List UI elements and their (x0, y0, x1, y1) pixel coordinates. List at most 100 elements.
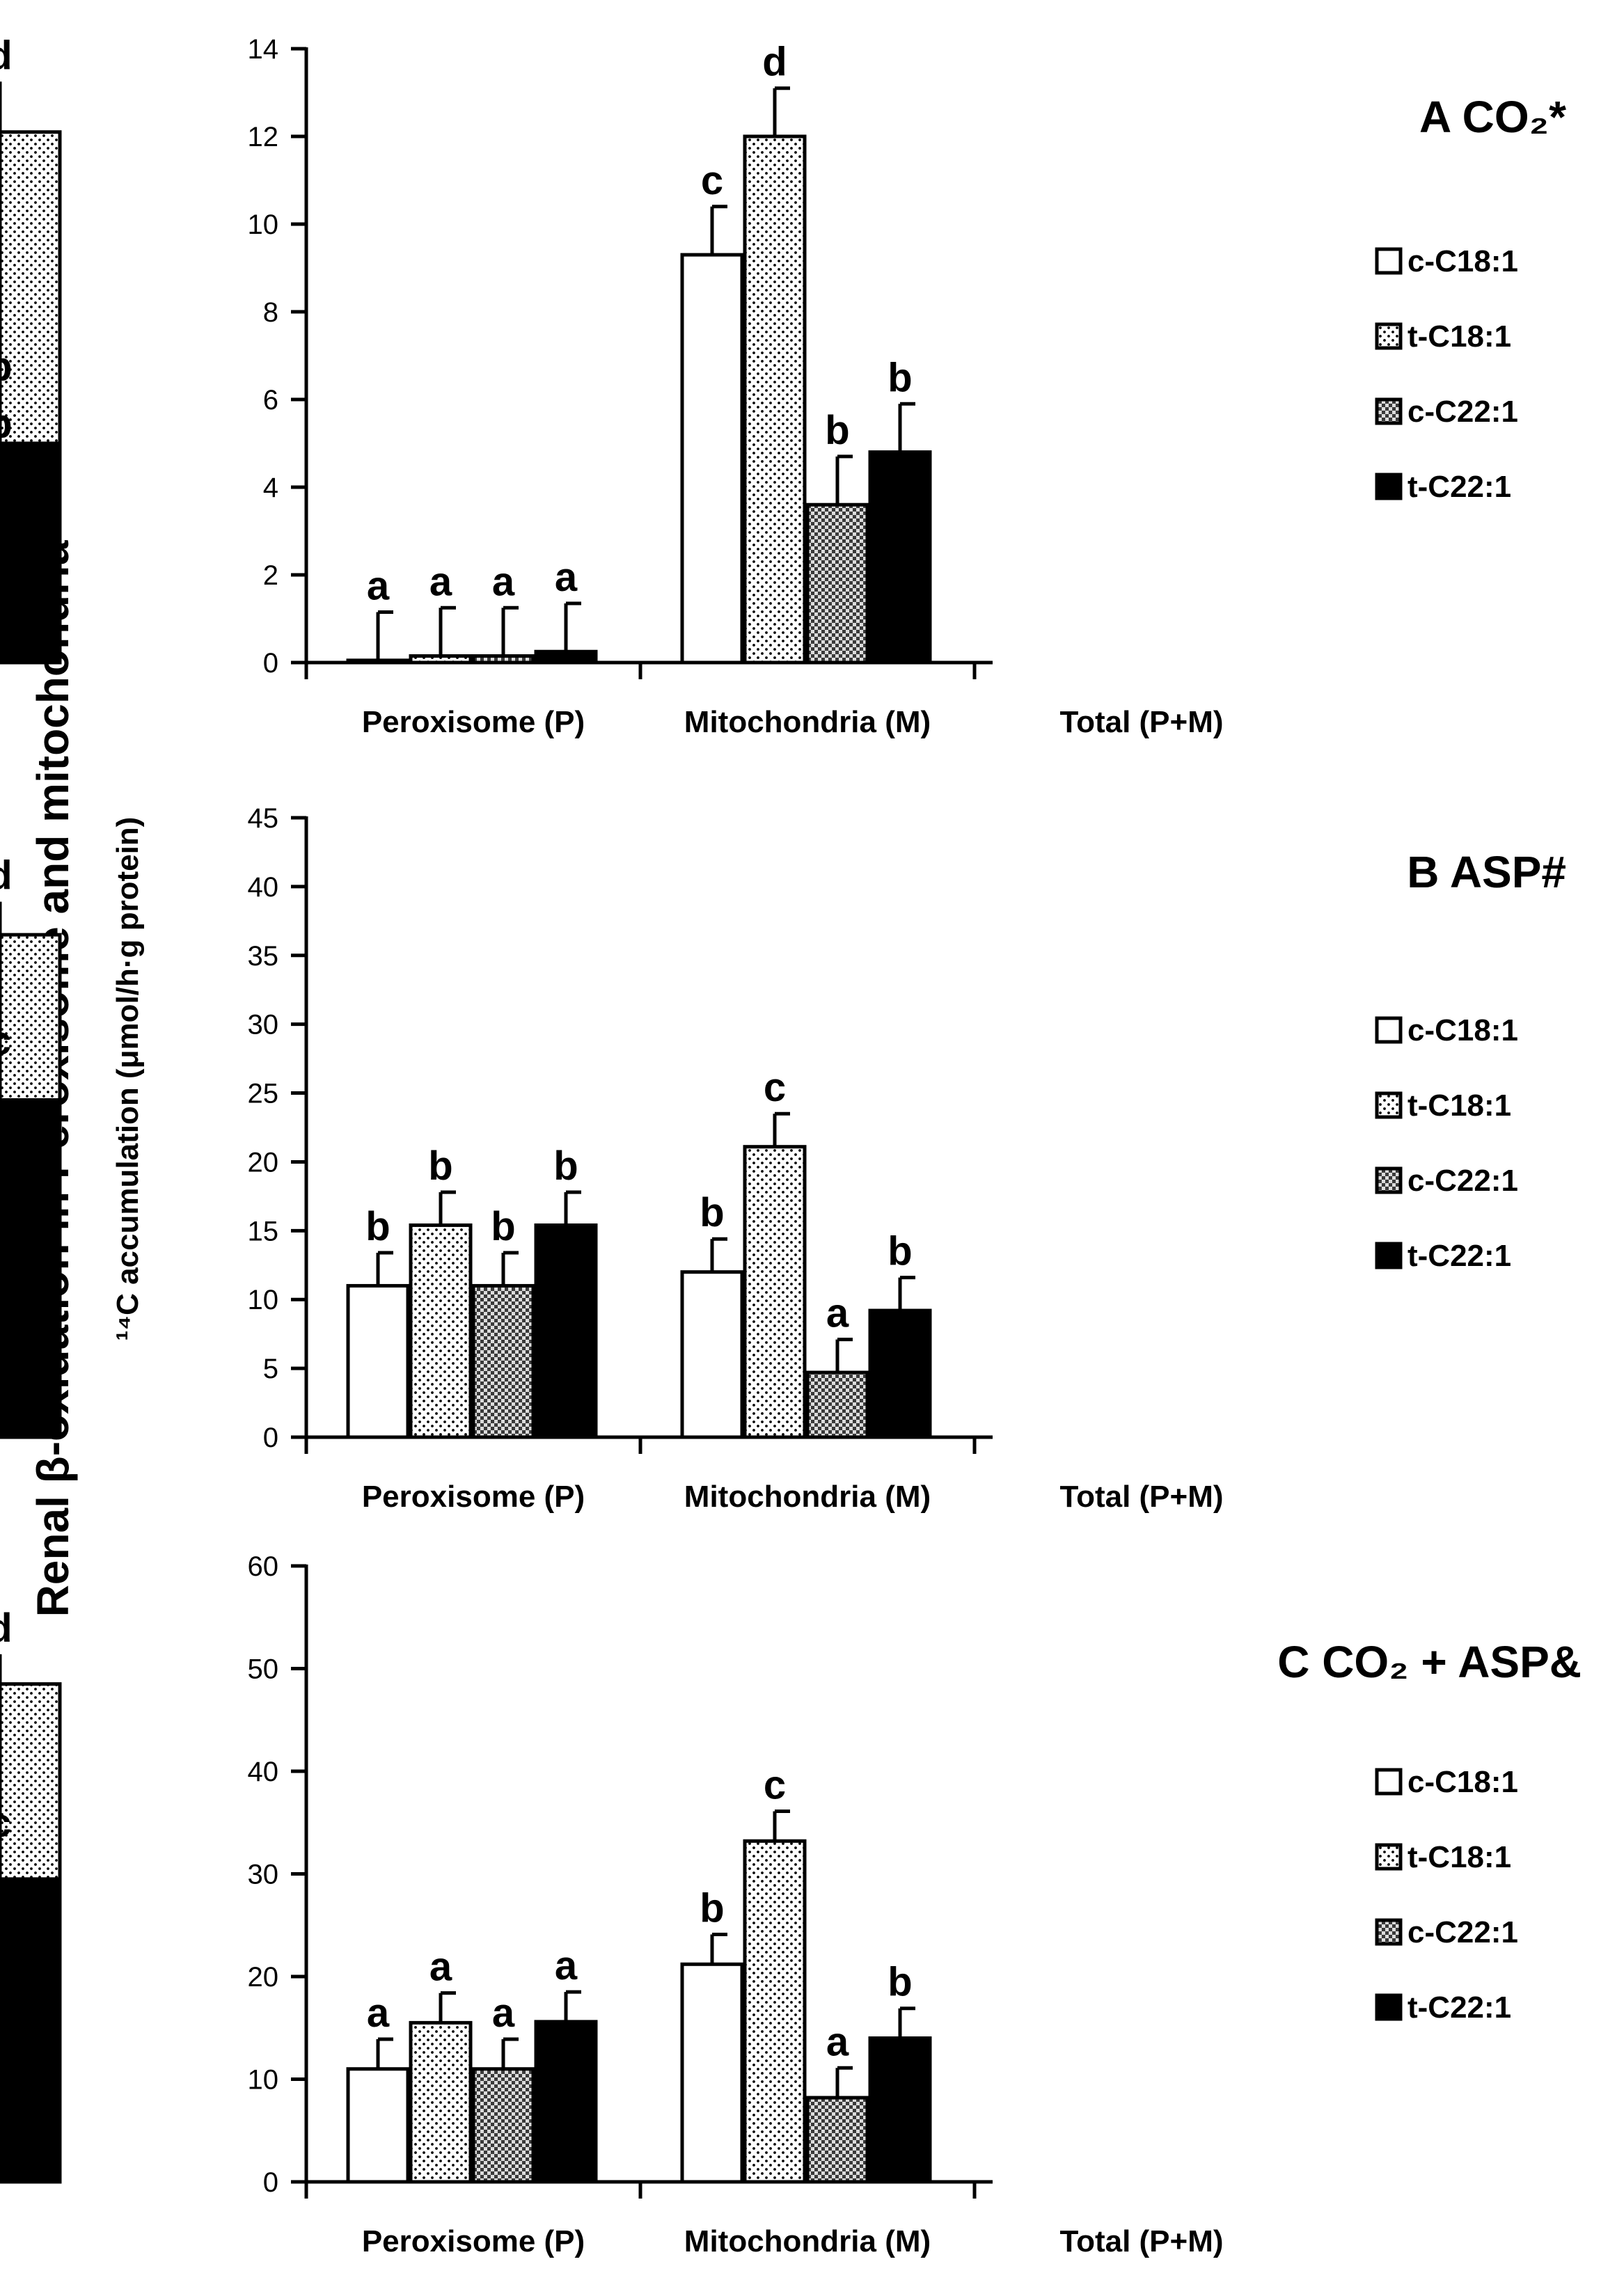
y-tick-label: 0 (263, 648, 278, 679)
bar-t-c22-1-mitochondria-m (868, 2036, 932, 2184)
legend-swatch-t-c18-1 (1375, 1843, 1403, 1871)
y-tick-label: 20 (248, 1147, 279, 1178)
y-tick-label: 60 (248, 1551, 279, 1582)
legend-label-t-c18-1: t-C18:1 (1407, 319, 1511, 354)
y-tick-label: 6 (263, 385, 278, 415)
significance-label: b (700, 1190, 724, 1235)
bar-t-c18-1-peroxisome-p (409, 2020, 473, 2184)
significance-label: b (888, 1229, 912, 1274)
y-tick-label: 0 (263, 1423, 278, 1453)
legend-label-c-c22-1: c-C22:1 (1407, 395, 1518, 429)
legend-label-t-c18-1: t-C18:1 (1407, 1840, 1511, 1874)
legend-swatch-c-c22-1 (1375, 397, 1403, 425)
panel-1: accaddabbabb02468101214Peroxisome (P)Mit… (0, 33, 1566, 739)
panel-title: B ASP# (1407, 847, 1566, 897)
legend-swatch-t-c22-1 (1375, 1242, 1403, 1269)
significance-label: a (492, 1990, 515, 2036)
category-label-mitochondria-m: Mitochondria (M) (684, 2224, 931, 2258)
y-tick-label: 10 (248, 2065, 279, 2096)
legend-label-t-c22-1: t-C22:1 (1407, 1990, 1511, 2025)
y-tick-label: 8 (263, 297, 278, 328)
y-tick-label: 5 (263, 1354, 278, 1384)
legend-swatch-c-c18-1 (1375, 1016, 1403, 1044)
y-tick-label: 30 (248, 1860, 279, 1890)
category-label-mitochondria-m: Mitochondria (M) (684, 705, 931, 739)
y-tick-label: 10 (248, 1285, 279, 1315)
significance-label: a (429, 1945, 452, 1990)
bar-t-c22-1-mitochondria-m (868, 1308, 932, 1439)
y-tick-label: 10 (248, 209, 279, 240)
category-label-total-p-m: Total (P+M) (1059, 705, 1223, 739)
y-tick-label: 20 (248, 1962, 279, 1993)
y-tick-label: 30 (248, 1010, 279, 1040)
legend-label-t-c18-1: t-C18:1 (1407, 1088, 1511, 1123)
significance-label: b (888, 355, 912, 400)
y-tick-label: 2 (263, 560, 278, 591)
significance-label: b (888, 1960, 912, 2005)
significance-label: a (492, 559, 515, 604)
panel-2: bbcbcdbabbbc051015202530354045Peroxisome… (0, 803, 1566, 1514)
y-tick-label: 50 (248, 1654, 279, 1685)
y-tick-label: 40 (248, 872, 279, 903)
bar-c-c22-1-mitochondria-m (805, 1370, 869, 1439)
legend-label-c-c18-1: c-C18:1 (1407, 1013, 1518, 1047)
y-tick-label: 12 (248, 122, 279, 152)
significance-label: b (428, 1143, 452, 1189)
bar-t-c22-1-total-p-m (0, 1098, 62, 1439)
y-tick-label: 15 (248, 1216, 279, 1246)
bar-t-c18-1-mitochondria-m (743, 1145, 807, 1439)
significance-label: b (825, 408, 849, 453)
significance-label: a (429, 559, 452, 604)
y-tick-label: 25 (248, 1079, 279, 1109)
bar-t-c22-1-peroxisome-p (534, 1223, 598, 1439)
significance-label: b (365, 1204, 390, 1249)
significance-label: d (762, 40, 787, 85)
legend-label-c-c18-1: c-C18:1 (1407, 244, 1518, 278)
significance-label: a (826, 1291, 849, 1336)
significance-label: a (555, 555, 578, 600)
bar-t-c18-1-mitochondria-m (743, 1839, 807, 2184)
significance-label: a (555, 1943, 578, 1988)
bar-t-c22-1-total-p-m (0, 441, 62, 665)
legend-label-c-c22-1: c-C22:1 (1407, 1164, 1518, 1198)
bar-t-c22-1-peroxisome-p (534, 2020, 598, 2184)
panel-title: A CO₂* (1419, 92, 1566, 142)
significance-label: c (764, 1763, 786, 1808)
category-label-peroxisome-p: Peroxisome (P) (362, 2224, 585, 2258)
y-tick-label: 0 (263, 2167, 278, 2198)
panel-3: abcacdaababc0102030405060Peroxisome (P)M… (0, 1551, 1582, 2258)
y-tick-label: 45 (248, 803, 279, 834)
significance-label: d (0, 853, 13, 898)
bar-c-c22-1-peroxisome-p (471, 1283, 535, 1439)
bar-t-c18-1-mitochondria-m (743, 134, 807, 665)
bar-c-c18-1-peroxisome-p (346, 2067, 410, 2184)
bar-c-c18-1-mitochondria-m (680, 1962, 744, 2184)
legend-swatch-c-c22-1 (1375, 1166, 1403, 1194)
y-tick-label: 35 (248, 941, 279, 972)
category-label-mitochondria-m: Mitochondria (M) (684, 1480, 931, 1514)
significance-label: b (0, 401, 13, 446)
legend-swatch-c-c18-1 (1375, 247, 1403, 275)
legend-swatch-t-c18-1 (1375, 322, 1403, 350)
legend-swatch-t-c18-1 (1375, 1091, 1403, 1119)
significance-label: c (0, 1018, 11, 1063)
bar-c-c22-1-peroxisome-p (471, 2067, 535, 2184)
y-tick-label: 4 (263, 473, 278, 503)
legend: c-C18:1 t-C18:1 c-C22:1 t-C22:1 (1375, 1765, 1518, 2025)
chart-panels: accaddabbabb02468101214Peroxisome (P)Mit… (0, 33, 1582, 2258)
significance-label: c (701, 158, 723, 203)
bar-c-c18-1-mitochondria-m (680, 253, 744, 665)
legend-label-c-c18-1: c-C18:1 (1407, 1765, 1518, 1799)
category-label-total-p-m: Total (P+M) (1059, 2224, 1223, 2258)
y-tick-label: 40 (248, 1757, 279, 1787)
legend: c-C18:1 t-C18:1 c-C22:1 t-C22:1 (1375, 1013, 1518, 1273)
significance-label: a (367, 564, 390, 609)
significance-label: d (0, 33, 13, 78)
significance-label: b (700, 1886, 724, 1931)
legend-label-t-c22-1: t-C22:1 (1407, 1239, 1511, 1273)
panel-title: C CO₂ + ASP& (1277, 1637, 1582, 1687)
bar-c-c22-1-mitochondria-m (805, 502, 869, 665)
bar-t-c22-1-total-p-m (0, 1877, 62, 2184)
significance-label: c (764, 1065, 786, 1110)
